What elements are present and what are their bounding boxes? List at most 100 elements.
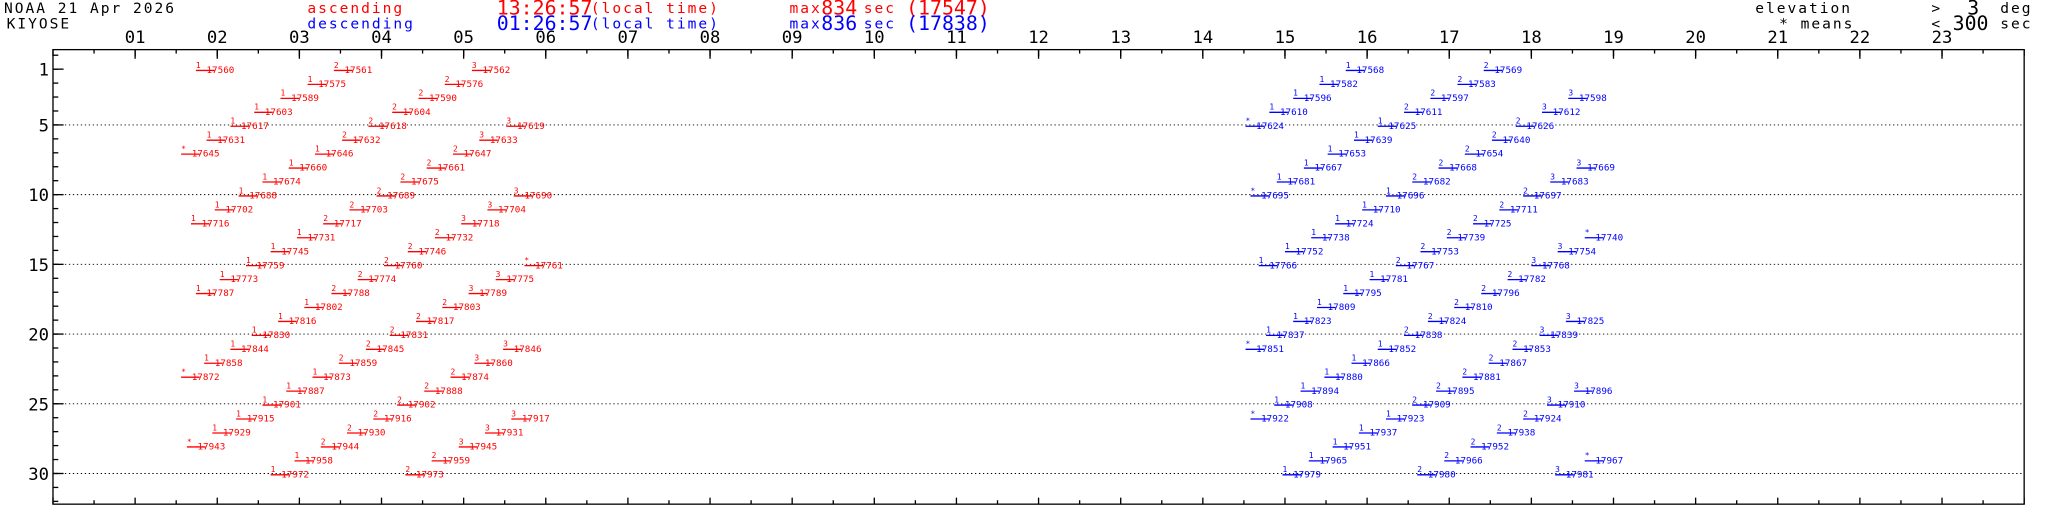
pass-mark: 2 — [1428, 312, 1433, 321]
pass-mark: 1 — [252, 326, 257, 335]
pass-mark: 1 — [239, 186, 244, 195]
pass-orbit: 17831 — [400, 330, 428, 341]
pass-mark: 2 — [1492, 131, 1497, 140]
pass-mark: 1 — [1274, 396, 1279, 405]
short-unit: sec — [2000, 17, 2032, 33]
pass-mark: 1 — [1346, 61, 1351, 70]
pass-orbit: 17718 — [472, 218, 500, 229]
pass-orbit: 17952 — [1481, 442, 1509, 453]
x-tick-label: 10 — [864, 28, 885, 48]
pass-mark: 1 — [1335, 214, 1340, 223]
pass-orbit: 17894 — [1311, 386, 1339, 397]
pass-mark: 2 — [442, 298, 447, 307]
pass-orbit: 17752 — [1296, 246, 1324, 257]
pass-orbit: 17731 — [308, 232, 336, 243]
x-tick-label: 02 — [207, 28, 228, 48]
short-op: < — [1931, 17, 1942, 33]
pass-orbit: 17704 — [498, 205, 526, 216]
pass-mark: 1 — [1378, 340, 1383, 349]
pass-mark: 1 — [289, 158, 294, 167]
pass-mark: 3 — [511, 409, 516, 418]
asc-unit: sec — [864, 1, 896, 17]
pass-orbit: 17589 — [291, 93, 319, 104]
asc-label: ascending — [307, 1, 404, 17]
pass-mark: 2 — [1404, 103, 1409, 112]
elev-label: elevation — [1755, 1, 1852, 17]
pass-orbit: 17631 — [217, 135, 245, 146]
pass-mark: 2 — [1412, 396, 1417, 405]
x-tick-label: 01 — [125, 28, 146, 48]
pass-orbit: 17823 — [1304, 316, 1332, 327]
pass-orbit: 17745 — [281, 246, 309, 257]
pass-mark: 1 — [315, 145, 320, 154]
x-tick-label: 11 — [946, 28, 967, 48]
pass-mark: 2 — [1417, 465, 1422, 474]
x-tick-label: 17 — [1439, 28, 1460, 48]
desc-max-sec: 836 — [821, 12, 857, 35]
pass-orbit: 17866 — [1362, 358, 1390, 369]
pass-mark: 1 — [294, 451, 299, 460]
pass-orbit: 17787 — [206, 288, 234, 299]
pass-orbit: 17647 — [464, 149, 492, 160]
pass-mark: 1 — [1386, 186, 1391, 195]
pass-orbit: 17858 — [215, 358, 243, 369]
pass-mark: 1 — [1277, 172, 1282, 181]
pass-orbit: 17716 — [202, 218, 230, 229]
pass-mark: 2 — [373, 409, 378, 418]
pass-orbit: 17901 — [273, 400, 301, 411]
pass-orbit: 17583 — [1468, 79, 1496, 90]
pass-mark: 2 — [392, 103, 397, 112]
pass-orbit: 17774 — [368, 274, 396, 285]
pass-mark: 2 — [1499, 200, 1504, 209]
x-tick-label: 14 — [1192, 28, 1213, 48]
pass-mark: 1 — [1259, 256, 1264, 265]
pass-orbit: 17590 — [429, 93, 457, 104]
pass-mark: 1 — [286, 382, 291, 391]
pass-orbit: 17880 — [1335, 372, 1363, 383]
asc-orbit: (17547) — [906, 0, 990, 19]
pass-orbit: 17789 — [479, 288, 507, 299]
pass-mark: 1 — [1304, 158, 1309, 167]
pass-mark: 1 — [297, 228, 302, 237]
pass-mark: 1 — [220, 270, 225, 279]
pass-orbit: 17611 — [1415, 107, 1443, 118]
pass-orbit: 17724 — [1346, 218, 1374, 229]
pass-orbit: 17624 — [1256, 121, 1284, 132]
pass-mark: 1 — [204, 354, 209, 363]
pass-mark: 1 — [271, 242, 276, 251]
pass-mark: 1 — [1311, 228, 1316, 237]
pass-mark: 3 — [1566, 312, 1571, 321]
pass-orbit: 17810 — [1465, 302, 1493, 313]
pass-orbit: 17654 — [1475, 149, 1503, 160]
pass-mark: 2 — [368, 117, 373, 126]
x-tick-label: 09 — [782, 28, 803, 48]
pass-orbit: 17653 — [1338, 149, 1366, 160]
x-tick-label: 20 — [1685, 28, 1706, 48]
pass-orbit: 17603 — [265, 107, 293, 118]
y-tick-label: 10 — [28, 186, 49, 206]
pass-orbit: 17816 — [289, 316, 317, 327]
pass-orbit: 17859 — [349, 358, 377, 369]
pass-mark: 3 — [1540, 326, 1545, 335]
pass-orbit: 17951 — [1343, 442, 1371, 453]
pass-orbit: 17824 — [1438, 316, 1466, 327]
y-tick-label: 15 — [28, 256, 49, 276]
pass-mark: 2 — [1512, 340, 1517, 349]
pass-mark: 2 — [424, 382, 429, 391]
pass-orbit: 17675 — [411, 177, 439, 188]
asc-time: 13:26:57 — [497, 0, 593, 19]
pass-mark: 2 — [451, 368, 456, 377]
pass-orbit: 17825 — [1576, 316, 1604, 327]
y-tick-label: 1 — [39, 61, 49, 81]
pass-orbit: 17908 — [1285, 400, 1313, 411]
pass-mark: 2 — [418, 89, 423, 98]
pass-orbit: 17738 — [1322, 232, 1350, 243]
pass-orbit: 17626 — [1526, 121, 1554, 132]
pass-mark: * — [181, 368, 186, 377]
pass-mark: 1 — [271, 465, 276, 474]
x-tick-label: 12 — [1028, 28, 1049, 48]
plot-frame — [52, 48, 2025, 505]
desc-time: 01:26:57 — [497, 12, 593, 35]
x-tick-label: 22 — [1850, 28, 1871, 48]
pass-mark: 2 — [384, 256, 389, 265]
